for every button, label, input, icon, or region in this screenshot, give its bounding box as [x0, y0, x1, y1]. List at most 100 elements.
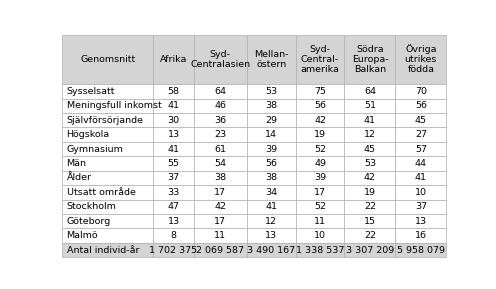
Text: Södra
Europa-
Balkan: Södra Europa- Balkan: [352, 45, 388, 74]
Bar: [62, 171, 153, 185]
Bar: [193, 214, 247, 228]
Text: Självförsörjande: Självförsörjande: [66, 116, 144, 125]
Text: 2 069 587: 2 069 587: [196, 245, 244, 255]
Text: Män: Män: [66, 159, 87, 168]
Bar: [344, 142, 395, 156]
Bar: [193, 113, 247, 127]
Bar: [395, 84, 446, 99]
Bar: [395, 185, 446, 199]
Bar: [153, 113, 193, 127]
Bar: [193, 185, 247, 199]
Bar: [395, 228, 446, 243]
Text: 49: 49: [314, 159, 326, 168]
Bar: [62, 99, 153, 113]
Text: 47: 47: [168, 202, 180, 211]
Bar: [193, 156, 247, 171]
Text: 39: 39: [265, 144, 277, 153]
Text: Antal individ-år: Antal individ-år: [66, 245, 139, 255]
Bar: [344, 156, 395, 171]
Bar: [247, 228, 296, 243]
Text: 53: 53: [364, 159, 376, 168]
Text: Syd-
Centralasien: Syd- Centralasien: [190, 50, 250, 69]
Text: 1 338 537: 1 338 537: [296, 245, 344, 255]
Bar: [344, 127, 395, 142]
Text: 44: 44: [415, 159, 427, 168]
Text: 45: 45: [364, 144, 376, 153]
Bar: [296, 127, 344, 142]
Bar: [247, 199, 296, 214]
Bar: [296, 84, 344, 99]
Text: 54: 54: [214, 159, 226, 168]
Text: 37: 37: [415, 202, 427, 211]
Bar: [62, 35, 153, 84]
Text: 12: 12: [364, 130, 376, 139]
Bar: [344, 35, 395, 84]
Text: Malmö: Malmö: [66, 231, 98, 240]
Bar: [153, 171, 193, 185]
Text: Afrika: Afrika: [160, 55, 187, 64]
Bar: [193, 84, 247, 99]
Text: 58: 58: [168, 87, 180, 96]
Bar: [395, 35, 446, 84]
Bar: [153, 35, 193, 84]
Bar: [296, 35, 344, 84]
Text: 64: 64: [214, 87, 226, 96]
Text: 34: 34: [265, 188, 277, 197]
Bar: [395, 142, 446, 156]
Bar: [296, 99, 344, 113]
Bar: [153, 214, 193, 228]
Text: Utsatt område: Utsatt område: [66, 188, 135, 197]
Bar: [193, 243, 247, 257]
Bar: [193, 142, 247, 156]
Text: Sysselsatt: Sysselsatt: [66, 87, 115, 96]
Text: 3 307 209: 3 307 209: [346, 245, 394, 255]
Text: 14: 14: [265, 130, 277, 139]
Text: Gymnasium: Gymnasium: [66, 144, 124, 153]
Text: 10: 10: [415, 188, 427, 197]
Text: 41: 41: [168, 101, 180, 110]
Bar: [193, 35, 247, 84]
Bar: [62, 127, 153, 142]
Text: 29: 29: [265, 116, 277, 125]
Text: 8: 8: [171, 231, 177, 240]
Text: 42: 42: [314, 116, 326, 125]
Bar: [153, 127, 193, 142]
Bar: [395, 113, 446, 127]
Bar: [344, 243, 395, 257]
Text: 11: 11: [214, 231, 226, 240]
Text: 17: 17: [214, 217, 226, 226]
Text: 57: 57: [415, 144, 427, 153]
Text: 13: 13: [415, 217, 427, 226]
Text: 5 958 079: 5 958 079: [397, 245, 445, 255]
Bar: [153, 199, 193, 214]
Text: 52: 52: [314, 202, 326, 211]
Text: 10: 10: [314, 231, 326, 240]
Text: 41: 41: [265, 202, 277, 211]
Bar: [395, 156, 446, 171]
Text: 52: 52: [314, 144, 326, 153]
Bar: [247, 99, 296, 113]
Text: 1 702 375: 1 702 375: [149, 245, 197, 255]
Text: 17: 17: [214, 188, 226, 197]
Bar: [62, 113, 153, 127]
Bar: [62, 214, 153, 228]
Text: 56: 56: [314, 101, 326, 110]
Text: 38: 38: [214, 173, 226, 182]
Text: 15: 15: [364, 217, 376, 226]
Text: 41: 41: [415, 173, 427, 182]
Bar: [296, 142, 344, 156]
Text: 70: 70: [415, 87, 427, 96]
Bar: [296, 171, 344, 185]
Bar: [153, 243, 193, 257]
Bar: [395, 171, 446, 185]
Text: 11: 11: [314, 217, 326, 226]
Text: Ålder: Ålder: [66, 173, 92, 182]
Text: 19: 19: [314, 130, 326, 139]
Text: 42: 42: [364, 173, 376, 182]
Text: 55: 55: [168, 159, 180, 168]
Bar: [153, 99, 193, 113]
Bar: [296, 185, 344, 199]
Bar: [153, 185, 193, 199]
Bar: [247, 171, 296, 185]
Bar: [247, 185, 296, 199]
